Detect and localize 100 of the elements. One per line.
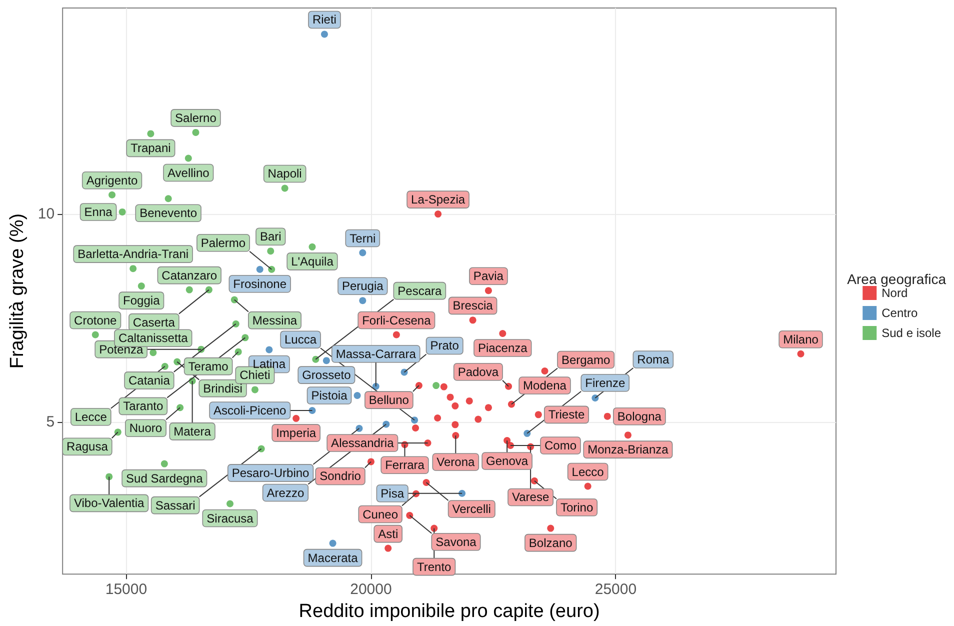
annotation: Barletta-Andria-Trani — [78, 247, 189, 262]
annotation: Torino — [560, 500, 594, 514]
point — [292, 414, 300, 422]
y-tick-label: 10 — [38, 206, 55, 223]
point — [226, 500, 234, 508]
point — [434, 210, 442, 218]
point — [354, 392, 361, 400]
annotation: Caserta — [132, 315, 176, 330]
annotation: Genova — [486, 454, 528, 468]
annotation: Brindisi — [203, 381, 242, 396]
legend-label: Centro — [882, 306, 918, 320]
point — [541, 367, 548, 374]
annotation: Terni — [350, 231, 376, 246]
x-axis-title: Reddito imponibile pro capite (euro) — [298, 601, 600, 622]
point — [474, 416, 482, 423]
annotation: Pisa — [380, 486, 404, 500]
annotation: Ferrara — [385, 458, 425, 472]
x-tick-label: 25000 — [594, 581, 637, 598]
annotation: Monza-Brianza — [588, 442, 669, 457]
annotation: Taranto — [123, 399, 164, 414]
annotation: Pistoia — [311, 388, 348, 403]
point — [242, 334, 249, 342]
annotation: Modena — [523, 378, 567, 392]
point — [308, 243, 316, 250]
point — [466, 397, 473, 404]
annotation: Bolzano — [528, 536, 573, 550]
point — [251, 386, 258, 394]
point — [624, 432, 632, 439]
point — [524, 430, 531, 437]
point — [176, 404, 184, 412]
annotation: Milano — [783, 332, 819, 346]
point — [184, 154, 192, 162]
annotation: Perugia — [342, 279, 384, 294]
annotation: Napoli — [268, 166, 302, 181]
legend-label: Sud e isole — [882, 326, 942, 340]
annotation: Bergamo — [561, 352, 610, 367]
annotation: Vercelli — [452, 502, 491, 516]
annotation: Enna — [84, 204, 113, 219]
annotation: Teramo — [188, 359, 229, 374]
point — [484, 404, 492, 412]
point — [384, 544, 392, 552]
point — [432, 382, 440, 390]
annotation: Varese — [512, 490, 550, 504]
annotation: Cuneo — [362, 507, 398, 522]
annotation: Trapani — [130, 141, 171, 156]
annotation: Roma — [637, 352, 670, 367]
point — [584, 482, 592, 490]
annotation: Trento — [416, 560, 452, 574]
annotation: Avellino — [167, 166, 210, 180]
annotation: Pescara — [398, 284, 442, 298]
annotation: Frosinone — [233, 276, 287, 291]
point — [186, 286, 193, 294]
annotation: Padova — [458, 364, 499, 379]
point — [484, 287, 492, 294]
point — [499, 330, 506, 338]
point — [452, 432, 460, 439]
y-axis-title: Fragilità grave (%) — [7, 213, 28, 369]
annotation: Bari — [260, 230, 282, 244]
annotation: Alessandria — [331, 436, 394, 450]
annotation: Rieti — [312, 12, 336, 27]
point — [452, 421, 459, 428]
point — [114, 428, 122, 436]
annotation: Lucca — [284, 332, 317, 347]
point — [406, 512, 414, 519]
annotation: Prato — [430, 338, 460, 353]
annotation: Catania — [128, 373, 170, 388]
annotation: Sondrio — [320, 469, 362, 484]
point — [430, 524, 438, 532]
point — [452, 402, 459, 410]
annotation: Lecco — [572, 464, 604, 479]
annotation: Savona — [436, 534, 477, 549]
annotation: Firenze — [585, 376, 626, 390]
legend-title: Area geografica — [847, 271, 946, 287]
point — [160, 460, 168, 468]
annotation: Nuoro — [129, 421, 162, 436]
annotation: Benevento — [140, 206, 198, 220]
point — [147, 130, 154, 138]
annotation: Brescia — [452, 298, 494, 313]
y-tick-label: 5 — [46, 414, 55, 431]
x-tick-label: 20000 — [350, 581, 392, 598]
annotation: Arezzo — [266, 486, 304, 500]
annotation: Crotone — [74, 313, 118, 328]
point — [359, 249, 366, 256]
point — [130, 265, 137, 272]
annotation: Salerno — [175, 110, 217, 125]
annotation: Asti — [378, 526, 398, 541]
x-tick-label: 15000 — [105, 581, 148, 598]
point — [422, 479, 430, 486]
point — [267, 248, 274, 255]
point — [256, 266, 264, 273]
point — [92, 331, 99, 338]
point — [320, 30, 328, 38]
point — [505, 382, 512, 390]
point — [106, 473, 113, 480]
annotation: Bologna — [617, 409, 662, 424]
point — [434, 414, 442, 422]
point — [440, 383, 448, 390]
annotation: Ragusa — [66, 440, 108, 454]
point — [458, 490, 466, 497]
annotation: Lecce — [74, 410, 108, 424]
